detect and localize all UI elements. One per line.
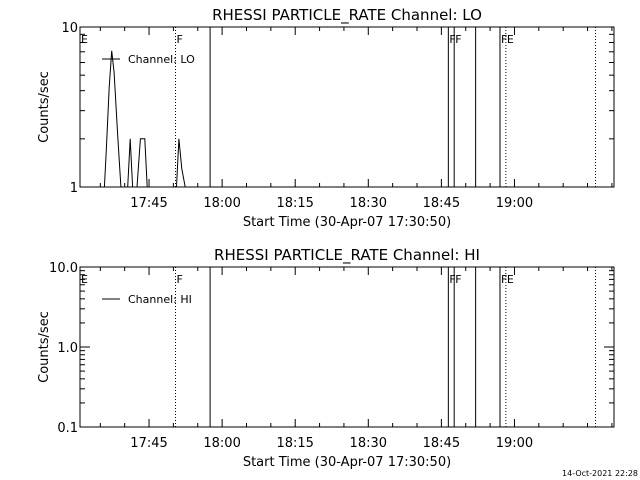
hi-y-tick-label: 10.0 [49, 261, 78, 276]
hi-y-tick-label: 0.1 [57, 421, 78, 436]
hi-event-label: F [455, 273, 461, 286]
hi-event-label: E [507, 273, 514, 286]
hi-corner-label: E [81, 273, 88, 286]
lo-plot-frame [79, 26, 615, 188]
hi-x-tick-label: 19:00 [496, 436, 533, 451]
footer-timestamp: 14-Oct-2021 22:28 [562, 469, 638, 478]
hi-x-axis-label: Start Time (30-Apr-07 17:30:50) [243, 455, 451, 470]
lo-x-axis-label: Start Time (30-Apr-07 17:30:50) [243, 215, 451, 230]
hi-x-tick-label: 18:00 [203, 436, 240, 451]
hi-x-tick-label: 18:30 [350, 436, 387, 451]
hi-event-label: F [501, 273, 507, 286]
lo-x-tick-label: 18:30 [350, 196, 387, 211]
lo-corner-label: E [81, 33, 88, 46]
hi-y-axis-label: Counts/sec [37, 311, 52, 383]
hi-x-tick-label: 18:45 [423, 436, 460, 451]
hi-chart-title: RHESSI PARTICLE_RATE Channel: HI [214, 246, 480, 265]
lo-x-tick-label: 17:45 [130, 196, 167, 211]
lo-chart-title: RHESSI PARTICLE_RATE Channel: LO [212, 6, 482, 25]
hi-x-tick-label: 18:15 [276, 436, 313, 451]
lo-y-tick-label: 1 [70, 181, 78, 196]
lo-event-label: F [449, 33, 455, 46]
lo-event-label: F [176, 33, 182, 46]
lo-event-label: E [507, 33, 514, 46]
hi-x-tick-label: 17:45 [130, 436, 167, 451]
lo-x-tick-label: 18:45 [423, 196, 460, 211]
lo-x-tick-label: 18:00 [203, 196, 240, 211]
hi-legend-label: Channel: HI [128, 293, 192, 306]
hi-event-label: F [449, 273, 455, 286]
lo-x-tick-label: 19:00 [496, 196, 533, 211]
hi-y-tick-label: 1.0 [57, 341, 78, 356]
lo-y-axis-label: Counts/sec [37, 71, 52, 143]
lo-legend-label: Channel: LO [128, 53, 195, 66]
lo-series-line [80, 50, 188, 188]
lo-event-label: F [455, 33, 461, 46]
lo-event-label: F [501, 33, 507, 46]
lo-x-tick-label: 18:15 [276, 196, 313, 211]
hi-event-label: F [176, 273, 182, 286]
lo-y-tick-label: 10 [61, 21, 78, 36]
